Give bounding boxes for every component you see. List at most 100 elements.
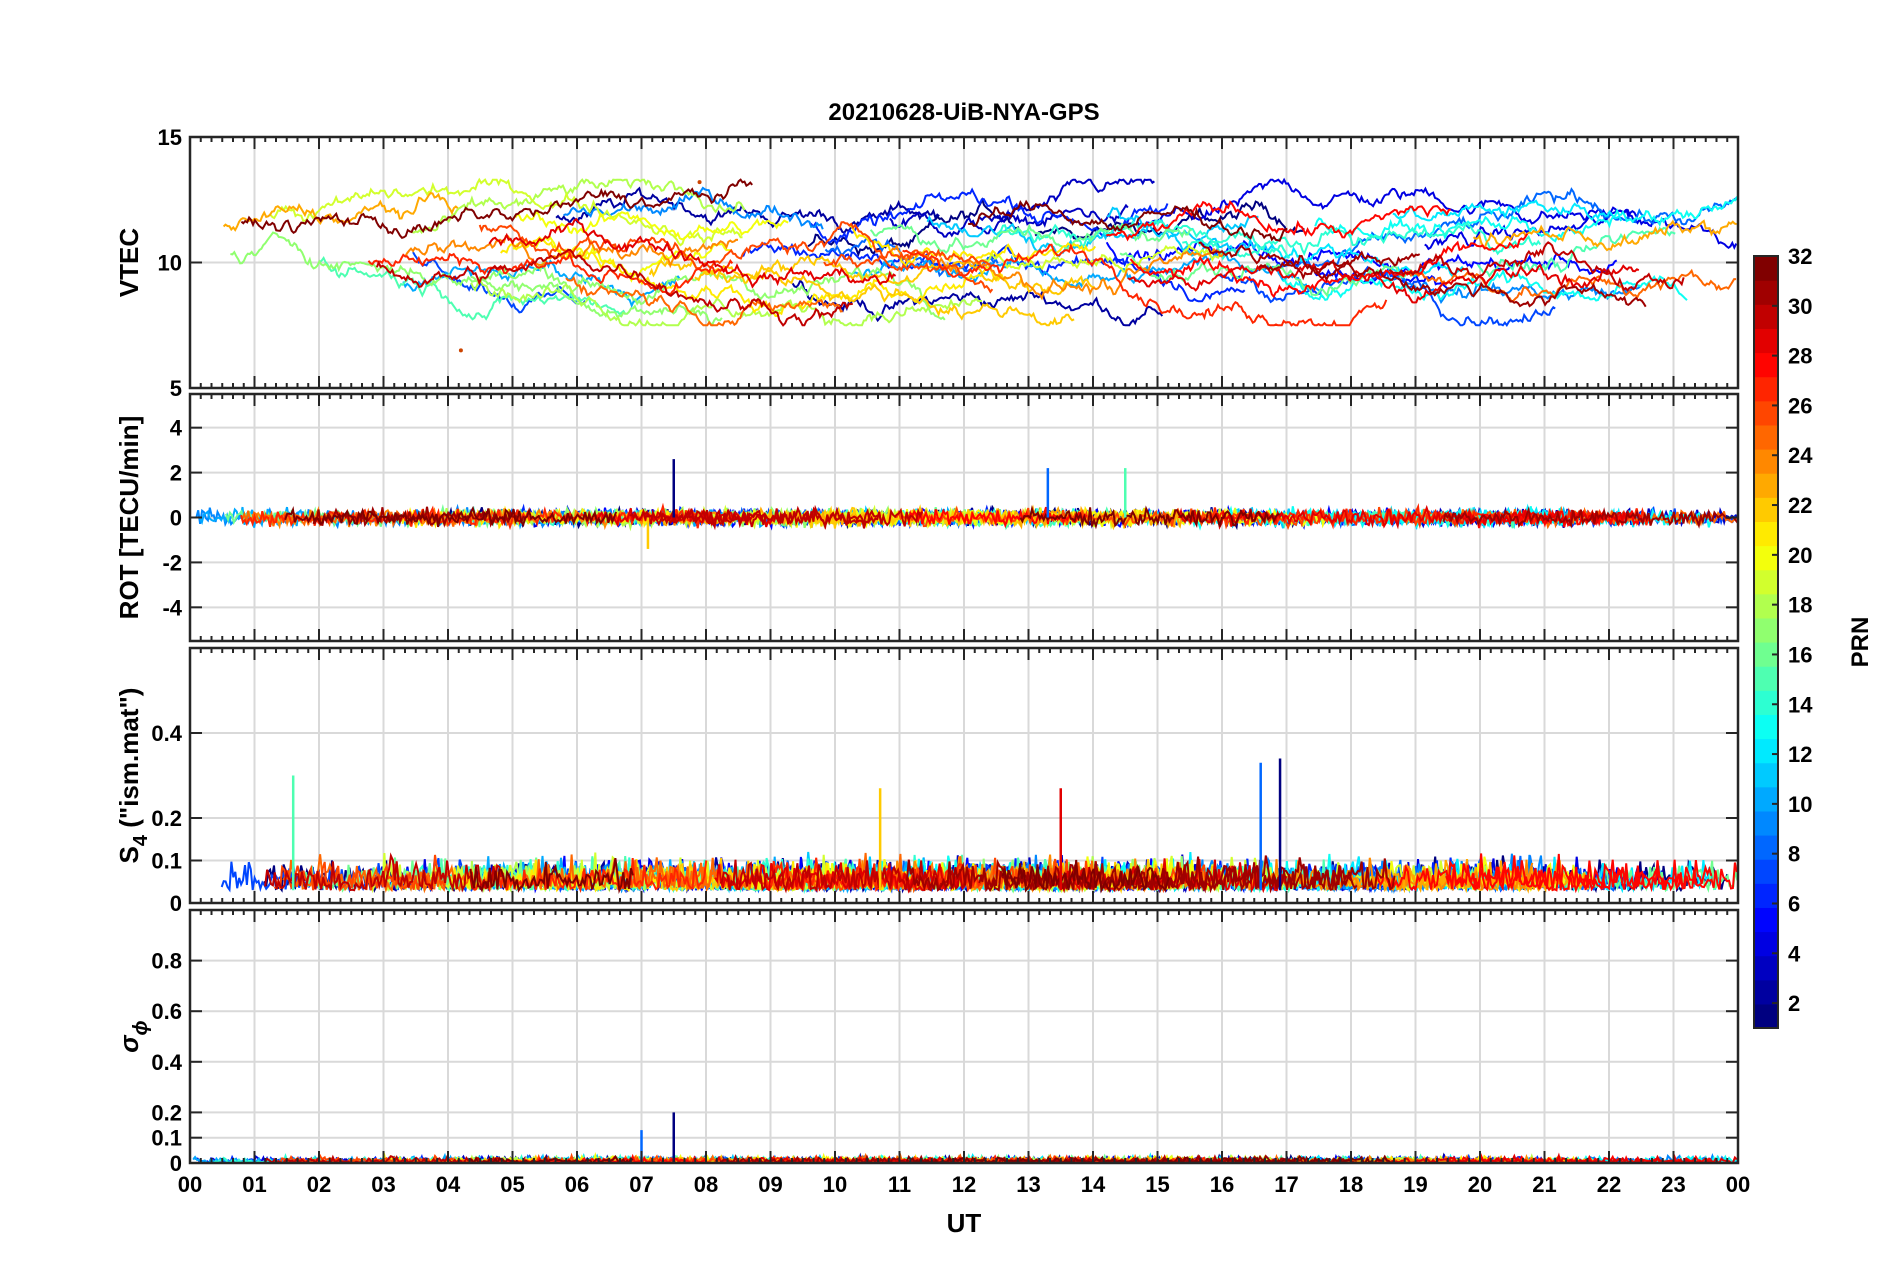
x-tick-label: 01 [242,1172,266,1197]
trace-prn-1 [1034,200,1305,240]
y-tick-label: 5 [170,376,182,401]
x-tick-label: 22 [1597,1172,1621,1197]
trace-prn-27 [902,242,1388,327]
trace-prn-28 [1375,853,1738,893]
trace-prn-3 [977,177,1155,223]
x-tick-label: 19 [1403,1172,1427,1197]
trace-prn-4 [1136,177,1638,227]
trace-prn-30 [1388,241,1685,292]
colorbar-tick-label: 24 [1788,443,1813,468]
panel-rot: -4 -2 0 2 4 ROT [TECU/min] [114,392,1740,643]
x-tick-label: 05 [500,1172,524,1197]
trace-prn-18 [411,178,746,235]
colorbar-tick-label: 28 [1788,344,1812,369]
trace-prn-28 [1129,233,1529,299]
traces-vtec [222,177,1738,353]
x-tick-label: 23 [1661,1172,1685,1197]
y-axis-label-s4: S4 ("ism.mat") [114,688,152,864]
colorbar-tick-label: 30 [1788,294,1812,319]
colorbar-tick-label: 10 [1788,792,1812,817]
x-tick-label: 04 [436,1172,461,1197]
y-tick-label: 0.6 [151,999,182,1024]
trace-prn-7 [1216,265,1556,327]
y-tick-label: 0 [170,891,182,916]
panel-vtec: 5 10 15 VTEC [114,125,1740,401]
y-tick-label: 0.8 [151,949,182,974]
trace-prn-32 [284,505,618,528]
x-tick-label: 02 [307,1172,331,1197]
y-axis-label-sigma_phi: σϕ [114,1020,152,1052]
trace-prn-19 [269,177,743,247]
y-tick-label: 0.1 [151,1126,182,1151]
trace-prn-31 [1258,250,1421,274]
panel-s4: 0 0.1 0.2 0.4S4 ("ism.mat") [114,646,1740,916]
colorbar-tick-label: 14 [1788,692,1813,717]
x-tick-label: 17 [1274,1172,1298,1197]
x-tick-label: 08 [694,1172,718,1197]
trace-prn-13 [1314,196,1738,243]
trace-prn-29 [488,217,897,289]
x-tick-label: 15 [1145,1172,1169,1197]
trace-prn-20 [514,209,789,241]
trace-prn-21 [500,236,1007,317]
x-axis-label: UT [947,1208,982,1238]
trace-prn-30 [719,859,967,894]
traces-s4 [220,758,1738,895]
x-tick-label: 00 [1726,1172,1750,1197]
y-axis-label-vtec: VTEC [114,228,144,298]
x-tick-label: 07 [629,1172,653,1197]
x-tick-label: 12 [952,1172,976,1197]
trace-prn-26 [478,221,991,270]
trace-prn-30 [264,852,503,893]
colorbar-tick-label: 20 [1788,543,1812,568]
colorbar-label: PRN [1847,617,1874,668]
y-tick-label: 0.2 [151,1100,182,1125]
x-tick-label: 00 [178,1172,202,1197]
trace-prn-25 [565,276,843,327]
trace-prn-6 [741,242,1246,303]
colorbar-tick-label: 6 [1788,891,1800,916]
y-tick-label: -2 [162,550,182,575]
x-tick-label: 06 [565,1172,589,1197]
trace-prn-29 [1127,258,1640,304]
trace-prn-31 [905,857,1396,894]
trace-prn-32 [1001,859,1171,894]
trace-prn-32 [469,857,634,895]
trace-prn-15 [1476,226,1676,278]
y-axis-label-rot: ROT [TECU/min] [114,416,144,620]
trace-prn-32 [968,199,1288,242]
y-tick-label: 4 [170,416,183,441]
colorbar-tick-label: 4 [1788,941,1801,966]
y-tick-label: 2 [170,461,182,486]
y-tick-label: 0.1 [151,849,182,874]
y-tick-label: 0.4 [151,721,182,746]
panel-sigma_phi: 00.10.2 0.4 0.6 0.8 σϕ [114,908,1740,1176]
x-tick-label: 21 [1532,1172,1556,1197]
trace-prn-23 [1472,219,1737,252]
y-tick-label: 0.4 [151,1050,182,1075]
trace-prn-32 [240,178,753,239]
colorbar-tick-label: 32 [1788,244,1812,269]
trace-prn-31 [1198,241,1647,308]
trace-prn-11 [1106,206,1275,257]
x-tick-label: 14 [1081,1172,1106,1197]
y-tick-label: 0 [170,506,182,531]
y-tick-label: 0.2 [151,806,182,831]
x-tick-label: 13 [1016,1172,1040,1197]
x-tick-label: 09 [758,1172,782,1197]
trace-prn-1 [807,197,1020,258]
colorbar-tick-label: 8 [1788,842,1800,867]
y-tick-label: 10 [158,251,182,276]
x-tick-label: 16 [1210,1172,1234,1197]
trace-prn-12 [1392,199,1623,222]
trace-prn-5 [1313,252,1618,286]
trace-prn-27 [367,251,734,296]
colorbar-tick-label: 22 [1788,493,1812,518]
trace-prn-32 [1019,505,1280,530]
colorbar-tick-label: 18 [1788,593,1812,618]
gridlines [190,910,1738,1163]
x-tick-label: 03 [371,1172,395,1197]
trace-prn-30 [375,248,853,327]
